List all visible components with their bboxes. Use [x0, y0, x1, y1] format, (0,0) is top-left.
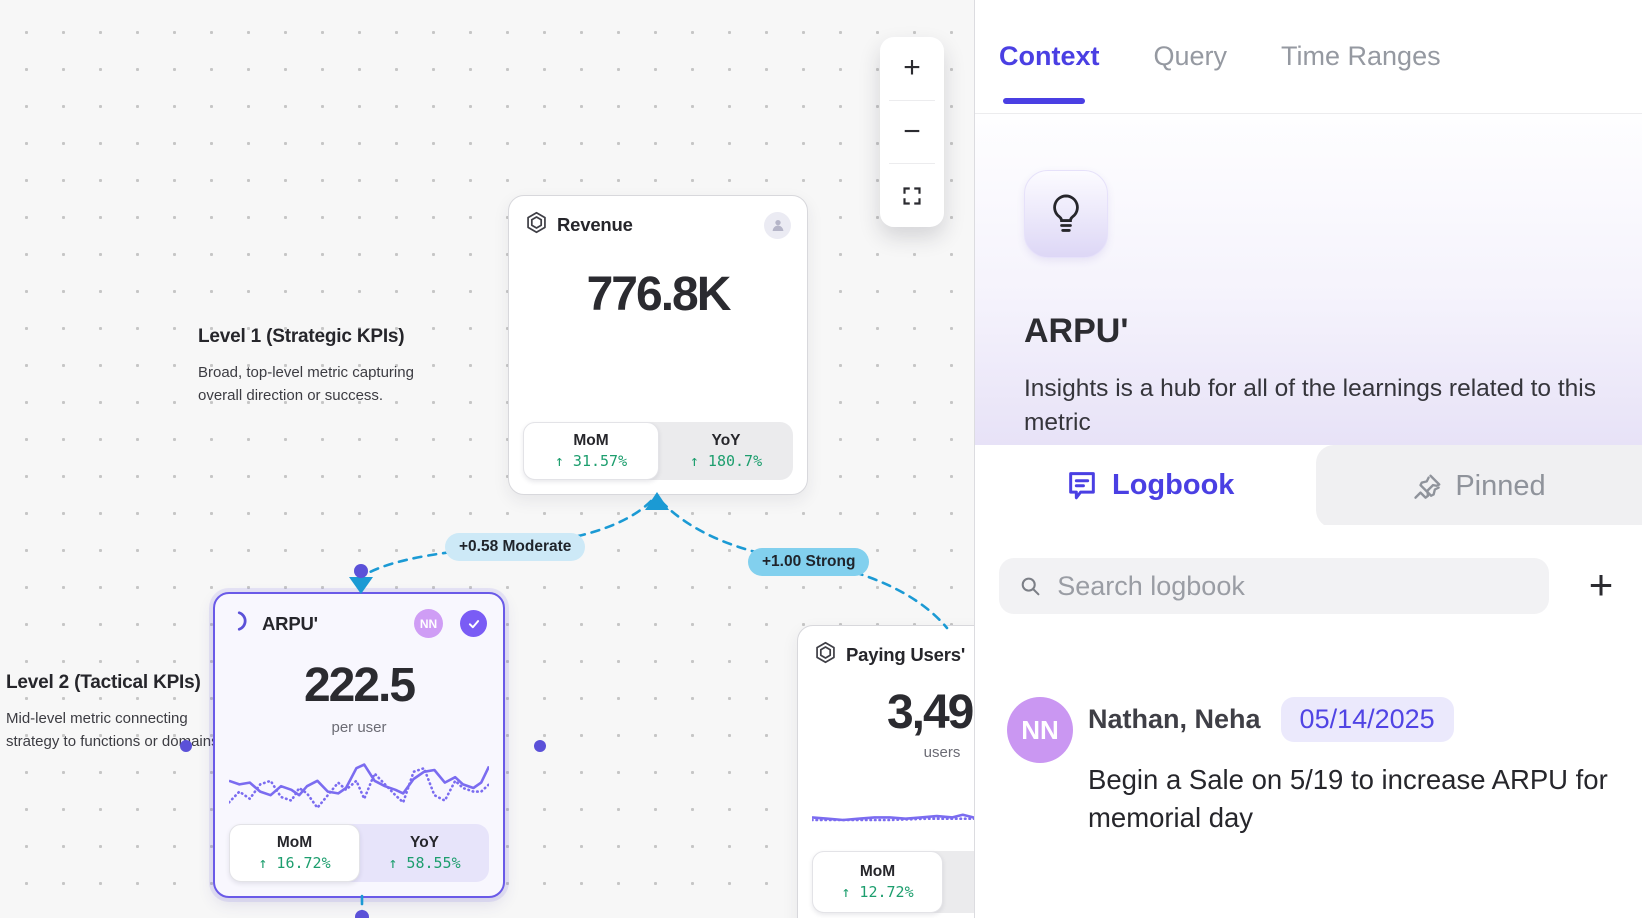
level-1-desc-line1: Broad, top-level metric capturing — [198, 364, 414, 381]
tab-query[interactable]: Query — [1153, 41, 1228, 71]
search-input[interactable] — [1057, 570, 1529, 602]
panel-tabbar: Context Query Time Ranges — [975, 0, 1642, 114]
level-2-desc-line2: strategy to functions or domains. — [6, 732, 223, 750]
entry-text: Begin a Sale on 5/19 to increase ARPU fo… — [1088, 764, 1608, 833]
level-2-title: Level 2 (Tactical KPIs) — [6, 672, 201, 693]
arpu-left-handle[interactable] — [180, 740, 192, 752]
entry-date-chip[interactable]: 05/14/2025 — [1280, 697, 1454, 742]
level-1-annotation: Level 1 (Strategic KPIs) Broad, top-leve… — [198, 326, 414, 407]
divider — [889, 99, 935, 101]
tab-context[interactable]: Context — [999, 41, 1100, 71]
context-panel: Context Query Time Ranges ARPU' Insights… — [974, 0, 1642, 918]
hexagon-icon — [525, 211, 548, 239]
entry-avatar: NN — [1007, 697, 1073, 763]
edge-label-moderate[interactable]: +0.58 Moderate — [445, 533, 586, 561]
zoom-out-button[interactable]: − — [903, 115, 921, 148]
subtab-pinned[interactable]: Pinned — [1316, 445, 1642, 528]
logbook-entries: NN Nathan, Neha 05/14/2025 Begin a Sale … — [975, 645, 1642, 918]
metric-title: ARPU' — [1024, 312, 1129, 350]
metric-unit: per user — [331, 719, 387, 736]
card-title: Paying Users' — [846, 644, 966, 665]
owner-avatar-icon[interactable] — [764, 211, 791, 239]
lightbulb-icon — [1053, 194, 1079, 232]
card-title: Revenue — [557, 214, 633, 235]
insights-tile — [1024, 170, 1108, 258]
active-tab-underline — [1003, 98, 1085, 104]
logbook-search[interactable] — [999, 558, 1549, 614]
level-1-desc-line2: overall direction or success. — [198, 386, 384, 404]
fullscreen-icon — [903, 187, 921, 205]
metric-card-revenue[interactable]: Revenue 776.8K MoM ↑ 31.57% YoY ↑ 180.7% — [508, 195, 808, 495]
mom-stat[interactable]: MoM ↑ 16.72% — [229, 824, 360, 882]
yoy-stat[interactable]: YoY ↑ 180.7% — [689, 432, 763, 470]
metric-description: Insights is a hub for all of the learnin… — [1024, 375, 1596, 437]
metric-value: 776.8K — [586, 268, 732, 321]
metric-card-arpu[interactable]: ARPU' NN 222.5 per user MoM ↑ 16.72% YoY — [213, 592, 505, 898]
card-title: ARPU' — [262, 612, 318, 634]
add-entry-button[interactable]: + — [1575, 555, 1627, 615]
mom-stat[interactable]: MoM ↑ 12.72% — [812, 851, 943, 913]
mom-stat[interactable]: MoM ↑ 31.57% — [523, 422, 659, 480]
metric-unit: users — [923, 744, 961, 761]
arpu-top-handle[interactable] — [354, 564, 368, 578]
logbook-search-row: + — [975, 525, 1642, 645]
logbook-pinned-tabs: Logbook Pinned — [975, 445, 1642, 528]
tab-time-ranges[interactable]: Time Ranges — [1281, 41, 1441, 71]
arpu-right-handle[interactable] — [534, 740, 546, 752]
pushpin-icon — [1414, 474, 1441, 499]
stat-toggle-group: MoM ↑ 31.57% YoY ↑ 180.7% — [523, 422, 793, 480]
verified-check-icon — [460, 610, 487, 637]
divider — [889, 163, 935, 165]
fit-view-button[interactable] — [880, 164, 944, 227]
level-2-annotation: Level 2 (Tactical KPIs) Mid-level metric… — [6, 672, 223, 753]
collaborator-avatar[interactable]: NN — [414, 609, 443, 638]
hexagon-icon — [814, 641, 837, 669]
logbook-comment-icon — [1069, 472, 1095, 500]
search-icon — [1021, 577, 1040, 596]
stat-toggle-group: MoM ↑ 16.72% YoY ↑ 58.55% — [229, 824, 489, 882]
entry-author: Nathan, Neha — [1088, 704, 1261, 734]
metric-summary: ARPU' Insights is a hub for all of the l… — [975, 114, 1642, 445]
crescent-moon-icon — [231, 610, 253, 637]
canvas-zoom-toolbar: + − — [880, 37, 944, 227]
metric-value: 222.5 — [303, 659, 416, 712]
subtab-logbook[interactable]: Logbook — [1065, 445, 1234, 525]
level-2-desc-line1: Mid-level metric connecting — [6, 710, 188, 727]
zoom-in-button[interactable]: + — [903, 51, 921, 85]
sparkline-chart — [229, 752, 489, 824]
edge-label-strong[interactable]: +1.00 Strong — [748, 548, 870, 576]
yoy-stat[interactable]: YoY ↑ 58.55% — [388, 834, 461, 872]
level-1-title: Level 1 (Strategic KPIs) — [198, 326, 405, 347]
arpu-bottom-handle[interactable] — [355, 910, 369, 918]
